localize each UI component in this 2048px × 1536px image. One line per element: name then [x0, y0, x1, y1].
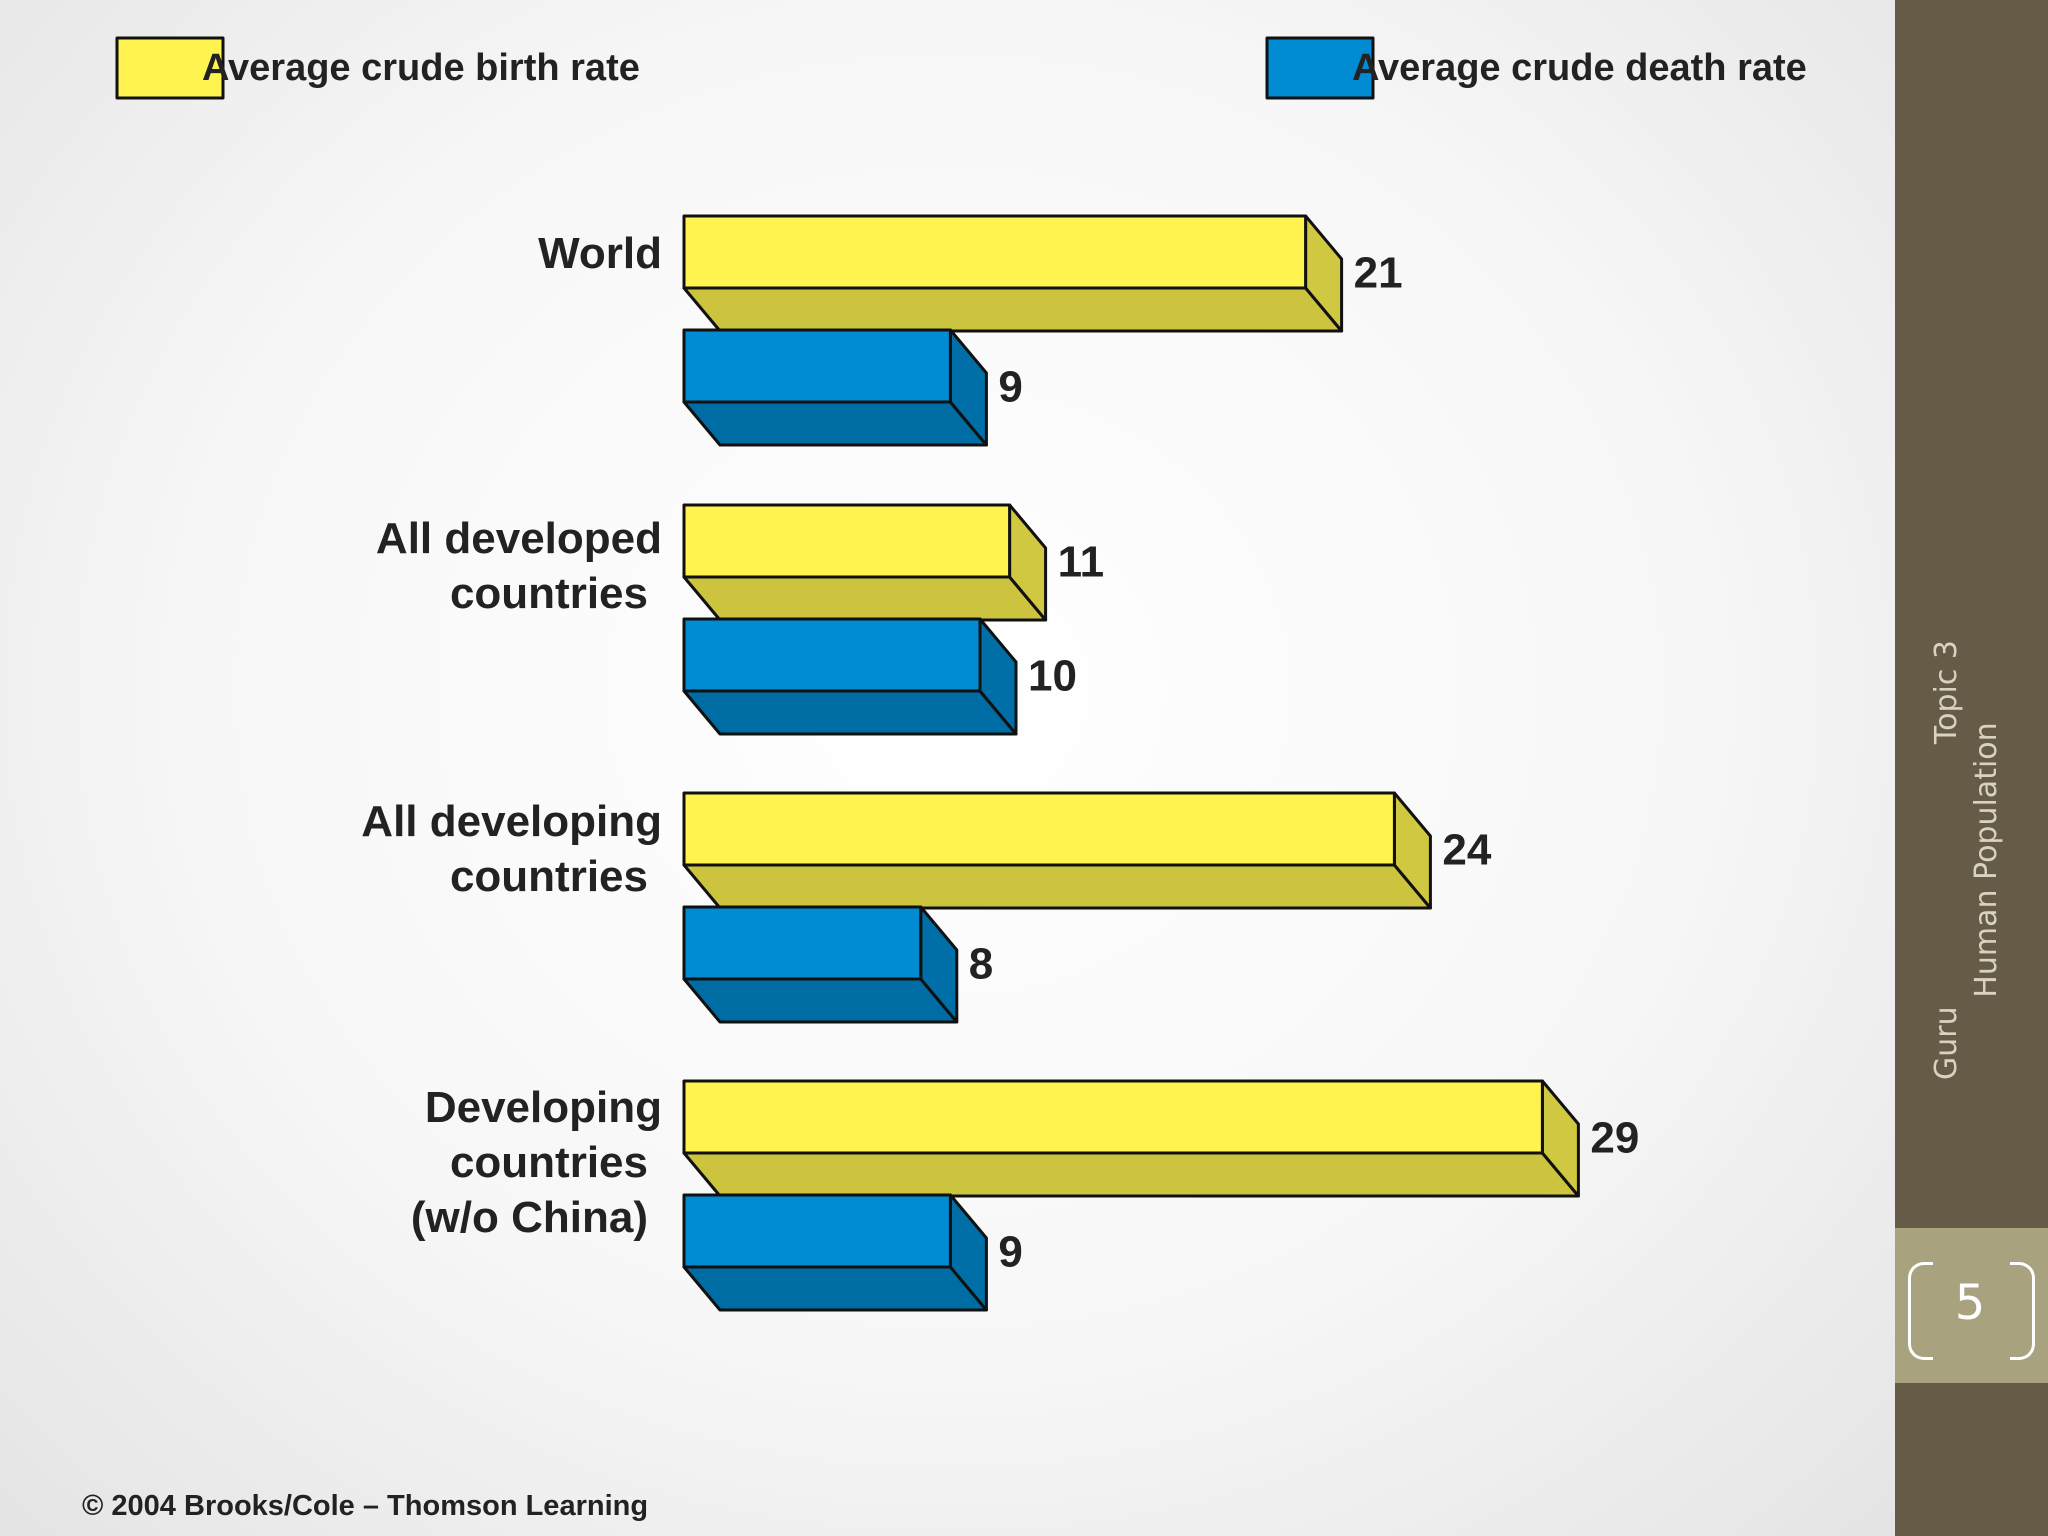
bar — [682, 905, 923, 981]
bar-bottom-face — [682, 575, 1048, 622]
bar — [682, 214, 1308, 290]
category-label: countries — [450, 852, 648, 901]
data-label: 29 — [1590, 1114, 1639, 1163]
legend-label: Average crude birth rate — [202, 47, 640, 89]
data-label: 8 — [969, 940, 993, 989]
category-label: countries — [450, 1138, 648, 1187]
bar — [682, 791, 1396, 867]
category-label: World — [538, 229, 662, 278]
category-label: Developing — [425, 1083, 662, 1132]
bar-bottom-face — [682, 689, 1018, 736]
page-bracket-right — [2010, 1262, 2035, 1360]
sidebar-caption: Guru Topic 3 Human Population — [1927, 640, 2017, 1080]
data-label: 21 — [1354, 249, 1403, 298]
data-label: 10 — [1028, 652, 1077, 701]
page-bracket-left — [1908, 1262, 1933, 1360]
bar-bottom-face — [682, 400, 988, 447]
page-number: 5 — [1954, 1275, 1986, 1331]
bar-bottom-face — [682, 286, 1344, 333]
data-label: 24 — [1442, 826, 1491, 875]
sidebar-topic: Topic 3 — [1929, 640, 1964, 745]
category-label: countries — [450, 569, 648, 618]
bar-bottom-face — [682, 863, 1432, 910]
category-label: (w/o China) — [411, 1193, 648, 1242]
legend-label: Average crude death rate — [1352, 47, 1807, 89]
bar-bottom-face — [682, 1151, 1580, 1198]
legend-swatch — [115, 36, 225, 100]
data-label: 11 — [1058, 538, 1105, 587]
bar-bottom-face — [682, 977, 959, 1024]
category-label: All developing — [361, 797, 662, 846]
bar-bottom-face — [682, 1265, 988, 1312]
data-label: 9 — [998, 1228, 1022, 1277]
data-label: 9 — [998, 363, 1022, 412]
legend-swatch — [1265, 36, 1375, 100]
bar — [682, 1193, 952, 1269]
bar-chart: Average crude birth rate Average crude de… — [115, 36, 1807, 1312]
sidebar-subject: Human Population — [1969, 722, 2004, 998]
bar — [682, 617, 982, 693]
sidebar-author: Guru — [1929, 1006, 1964, 1080]
copyright-text: © 2004 Brooks/Cole – Thomson Learning — [82, 1490, 649, 1522]
bar — [682, 328, 952, 404]
category-label: All developed — [376, 514, 662, 563]
bar — [682, 503, 1012, 579]
bar — [682, 1079, 1544, 1155]
